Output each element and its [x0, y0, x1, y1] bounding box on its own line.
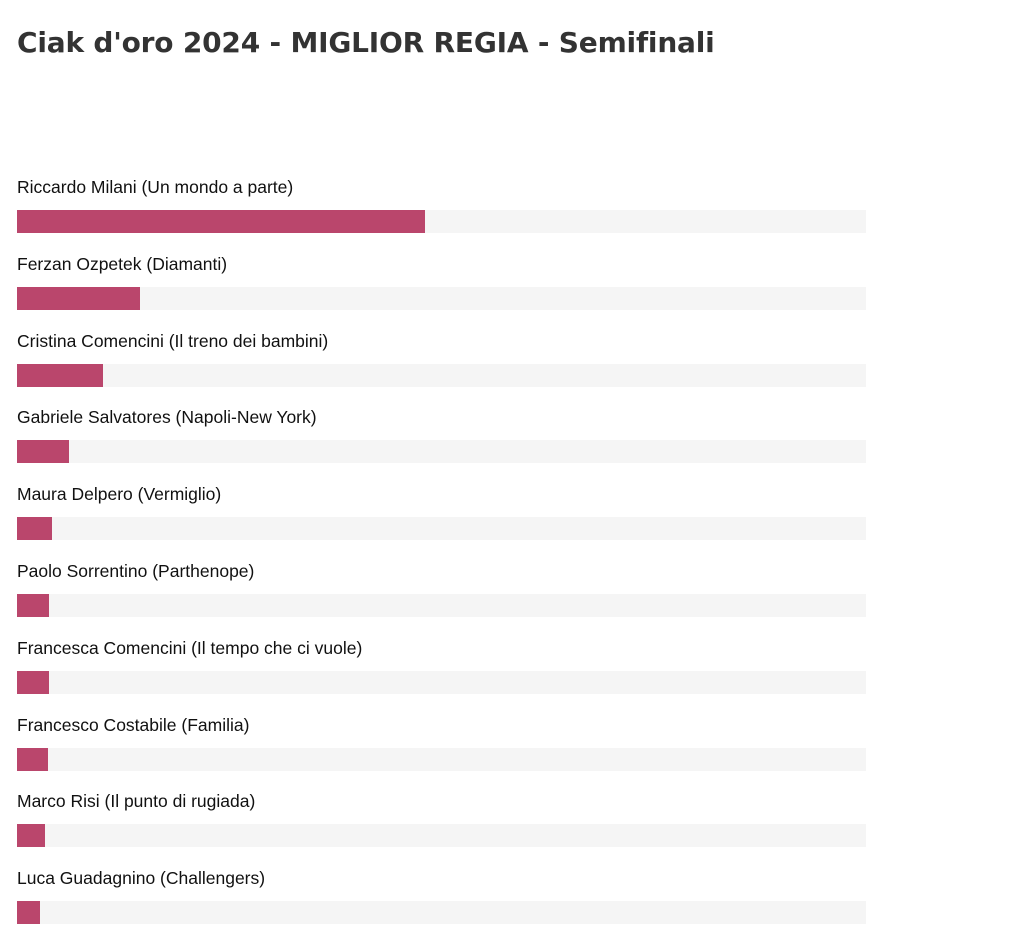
poll-item: Maura Delpero (Vermiglio) — [17, 482, 866, 559]
poll-item-label: Marco Risi (Il punto di rugiada) — [17, 791, 256, 812]
poll-bar-track — [17, 593, 866, 617]
poll-bar-fill — [17, 210, 425, 233]
poll-item: Francesca Comencini (Il tempo che ci vuo… — [17, 636, 866, 713]
poll-item-label: Maura Delpero (Vermiglio) — [17, 484, 222, 505]
poll-item: Ferzan Ozpetek (Diamanti) — [17, 252, 866, 329]
poll-bar-track — [17, 824, 866, 848]
poll-item-label: Riccardo Milani (Un mondo a parte) — [17, 177, 294, 197]
poll-item: Luca Guadagnino (Challengers) — [17, 866, 866, 943]
poll-bar-fill — [17, 824, 46, 848]
poll-bar-track — [17, 440, 866, 464]
poll-item: Francesco Costabile (Familia) — [17, 713, 866, 790]
poll-bar-fill — [17, 747, 48, 771]
poll-item: Marco Risi (Il punto di rugiada) — [17, 789, 866, 866]
poll-item-label: Cristina Comencini (Il treno dei bambini… — [17, 330, 329, 351]
poll-item-label: Gabriele Salvatores (Napoli-New York) — [17, 407, 317, 428]
poll-bar-fill — [17, 440, 69, 464]
poll-bar-track — [17, 210, 866, 233]
poll-results-list: Riccardo Milani (Un mondo a parte) Ferza… — [17, 175, 866, 943]
poll-item: Riccardo Milani (Un mondo a parte) — [17, 175, 866, 252]
poll-item: Cristina Comencini (Il treno dei bambini… — [17, 329, 866, 406]
poll-item-label: Francesca Comencini (Il tempo che ci vuo… — [17, 637, 363, 658]
poll-bar-fill — [17, 286, 141, 310]
poll-bar-fill — [17, 363, 103, 387]
poll-bar-track — [17, 670, 866, 694]
poll-item: Paolo Sorrentino (Parthenope) — [17, 559, 866, 636]
poll-item-label: Ferzan Ozpetek (Diamanti) — [17, 253, 228, 274]
poll-item-label: Paolo Sorrentino (Parthenope) — [17, 560, 255, 581]
poll-bar-fill — [17, 517, 52, 541]
poll-bar-track — [17, 363, 866, 387]
poll-bar-track — [17, 286, 866, 310]
page-title: Ciak d'oro 2024 - MIGLIOR REGIA - Semifi… — [17, 26, 715, 59]
poll-bar-fill — [17, 593, 50, 617]
poll-bar-fill — [17, 901, 40, 925]
poll-bar-fill — [17, 670, 50, 694]
poll-item-label: Luca Guadagnino (Challengers) — [17, 868, 266, 889]
poll-bar-track — [17, 901, 866, 925]
poll-bar-track — [17, 747, 866, 771]
poll-bar-track — [17, 517, 866, 541]
poll-item-label: Francesco Costabile (Familia) — [17, 714, 250, 735]
poll-item: Gabriele Salvatores (Napoli-New York) — [17, 405, 866, 482]
